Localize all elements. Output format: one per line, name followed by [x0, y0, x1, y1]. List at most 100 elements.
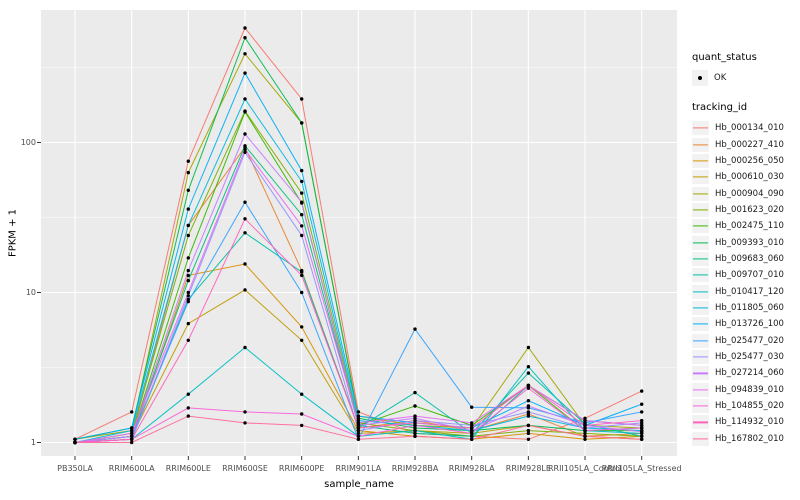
legend-key-box	[692, 137, 709, 152]
x-tick-label: RRII105LA_Stressed	[601, 464, 682, 473]
legend-key-box	[692, 300, 709, 315]
data-point	[640, 426, 644, 430]
data-point	[186, 233, 190, 238]
data-point	[243, 97, 247, 101]
data-point	[526, 437, 531, 441]
legend-entry-label: Hb_013726_100	[715, 319, 784, 330]
data-point	[300, 233, 304, 238]
data-point	[470, 421, 474, 425]
y-axis-title: FPKM + 1	[7, 208, 19, 258]
data-point	[243, 200, 247, 204]
data-point	[526, 383, 531, 388]
legend-color-line-icon	[693, 274, 708, 276]
legend-key-box	[692, 317, 709, 332]
data-point	[243, 71, 247, 75]
data-point	[356, 428, 361, 433]
data-point	[300, 392, 304, 396]
legend-color-line-icon	[693, 241, 708, 244]
data-point	[640, 402, 644, 406]
legend-entry-label: Hb_114932_010	[715, 417, 784, 428]
data-point	[526, 431, 531, 436]
data-point	[186, 223, 190, 228]
legend-entry-label: Hb_001623_020	[715, 204, 784, 215]
data-point	[243, 231, 247, 235]
legend-quant-status-item: OK	[692, 70, 798, 86]
legend-color-line-icon	[693, 421, 708, 423]
legend-entry-label: Hb_000610_030	[715, 172, 784, 183]
data-point	[470, 405, 474, 409]
data-point	[300, 179, 304, 184]
data-point	[356, 414, 361, 418]
data-point	[186, 321, 190, 326]
data-point	[640, 410, 644, 414]
data-point	[186, 170, 190, 175]
data-point	[186, 207, 190, 211]
data-point	[413, 414, 417, 418]
data-point	[413, 404, 417, 408]
data-point	[243, 410, 247, 414]
data-point	[243, 110, 247, 114]
legend-entry: Hb_114932_010	[692, 414, 798, 430]
data-point	[186, 299, 190, 304]
legend-entry: Hb_001623_020	[692, 202, 798, 218]
legend-entry: Hb_000134_010	[692, 120, 798, 136]
legend-key-box	[692, 382, 709, 397]
legend-key-box	[692, 415, 709, 430]
data-point	[470, 423, 474, 428]
data-point	[640, 389, 644, 393]
legend-entry: Hb_027214_060	[692, 365, 798, 381]
legend-entry-label: Hb_000134_010	[715, 123, 784, 134]
legend-color-line-icon	[693, 192, 708, 195]
legend-entry-label: Hb_009683_060	[715, 253, 784, 264]
legend-entry-label: Hb_010417_120	[715, 286, 784, 297]
data-point	[186, 338, 190, 342]
data-point	[583, 428, 587, 433]
legend-quant-status-label: OK	[714, 73, 727, 83]
data-point	[186, 188, 190, 192]
data-point	[186, 294, 190, 298]
legend-color-line-icon	[693, 160, 708, 162]
data-point	[470, 431, 474, 436]
legend-entry-label: Hb_025477_020	[715, 335, 784, 346]
data-point	[186, 406, 190, 410]
data-point	[300, 200, 304, 204]
data-point	[186, 414, 190, 418]
legend-color-line-icon	[693, 307, 708, 309]
legend-color-line-icon	[693, 176, 708, 178]
legend-entry-label: Hb_002475_110	[715, 221, 784, 232]
data-point	[243, 132, 247, 136]
legend-color-line-icon	[693, 405, 708, 407]
data-point	[470, 437, 474, 441]
data-point	[243, 144, 247, 148]
legend-entry: Hb_000610_030	[692, 169, 798, 185]
data-point	[640, 430, 644, 434]
data-point	[526, 410, 531, 414]
legend-color-line-icon	[693, 323, 708, 325]
legend-key-box	[692, 399, 709, 414]
x-axis-title: sample_name	[324, 479, 394, 490]
data-point	[300, 290, 304, 295]
legend-key-box	[692, 70, 708, 86]
data-point	[526, 371, 531, 375]
data-point	[583, 437, 587, 441]
data-point	[243, 26, 247, 30]
data-point	[130, 440, 134, 445]
x-tick-label: RRIM600LE	[165, 464, 211, 473]
legend-entry-label: Hb_009393_010	[715, 237, 784, 248]
legend-key-box	[692, 251, 709, 266]
legend-key-box	[692, 202, 709, 217]
data-point	[130, 428, 134, 433]
data-point	[73, 440, 77, 445]
legend-entry-label: Hb_167802_010	[715, 433, 784, 444]
data-point	[243, 262, 247, 266]
data-point	[300, 121, 304, 125]
legend-color-line-icon	[693, 143, 708, 146]
data-point	[300, 97, 304, 101]
legend-entry-label: Hb_000227_410	[715, 139, 784, 150]
data-point	[526, 365, 531, 369]
legend-key-box	[692, 235, 709, 250]
data-point	[356, 431, 361, 436]
legend-entry: Hb_002475_110	[692, 218, 798, 234]
data-point	[640, 418, 644, 423]
